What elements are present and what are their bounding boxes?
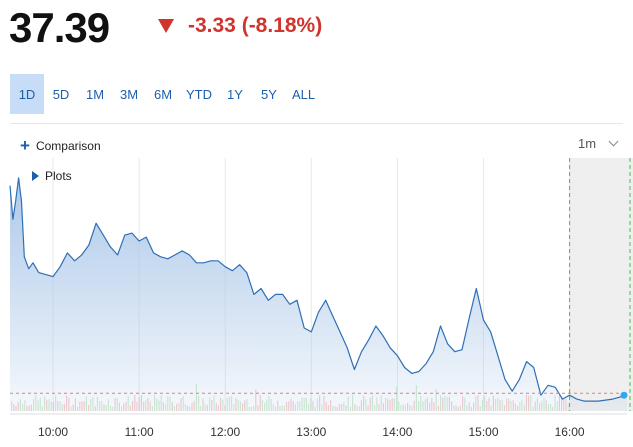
triangle-down-icon — [158, 19, 174, 33]
toolbar-divider — [10, 123, 623, 124]
comparison-label: Comparison — [35, 138, 101, 153]
plots-label: Plots — [45, 169, 72, 183]
comparison-button[interactable]: + Comparison — [20, 137, 101, 154]
price-area — [10, 177, 627, 411]
price-change-value: -3.33 (-8.18%) — [188, 14, 323, 37]
after-hours-region — [569, 158, 633, 411]
plots-toggle[interactable]: Plots — [32, 169, 72, 183]
play-icon — [32, 171, 39, 181]
quote-header: 37.39 — [9, 4, 110, 52]
x-tick-label: 15:00 — [468, 425, 498, 439]
last-price: 37.39 — [9, 4, 110, 51]
range-tab-all[interactable]: ALL — [292, 86, 316, 102]
x-tick-label: 11:00 — [125, 425, 154, 439]
range-tabs: 1D 5D 1M 3M 6M YTD 1Y 5Y ALL — [10, 74, 321, 114]
price-chart[interactable]: 10:00 11:00 12:00 13:00 14:00 15:00 16:00 — [0, 158, 633, 447]
last-price-marker — [620, 391, 628, 399]
x-tick-label: 10:00 — [38, 425, 68, 439]
plus-icon: + — [20, 136, 30, 155]
x-tick-label: 16:00 — [555, 425, 585, 439]
price-line — [9, 177, 628, 402]
range-tab-6m[interactable]: 6M — [153, 86, 173, 102]
range-tab-1y[interactable]: 1Y — [227, 86, 243, 102]
range-tab-ytd[interactable]: YTD — [186, 86, 212, 102]
range-tab-1m[interactable]: 1M — [85, 86, 105, 102]
range-tab-5d[interactable]: 5D — [52, 86, 70, 102]
chevron-down-icon — [608, 136, 619, 147]
x-tick-label: 14:00 — [382, 425, 412, 439]
price-change: -3.33 (-8.18%) — [158, 14, 322, 38]
range-tab-3m[interactable]: 3M — [119, 86, 139, 102]
range-tab-5y[interactable]: 5Y — [261, 86, 277, 102]
interval-label: 1m — [578, 136, 597, 151]
range-tab-1d[interactable]: 1D — [10, 74, 44, 114]
x-tick-label: 12:00 — [210, 425, 240, 439]
interval-select[interactable]: 1m — [578, 136, 619, 151]
x-tick-label: 13:00 — [296, 425, 326, 439]
